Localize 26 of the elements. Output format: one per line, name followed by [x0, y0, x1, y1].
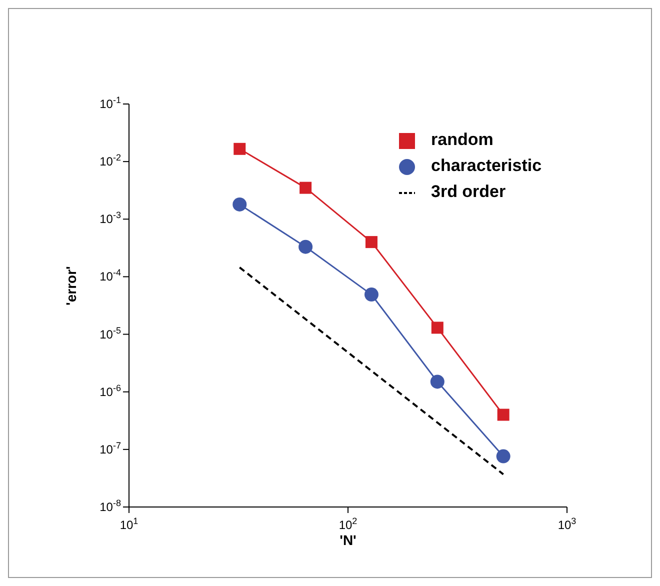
y-axis-title: 'error' [62, 266, 79, 306]
point [497, 408, 510, 421]
x-tick-label: 10$^{1}$ [120, 516, 138, 532]
y-tick-label: 10$^{-5}$ [100, 325, 121, 342]
point [430, 374, 444, 389]
legend-label: 3rd order [431, 182, 506, 201]
x-axis-title: 'N' [340, 532, 356, 548]
point [234, 142, 246, 155]
x-tick-label: 10$^{3}$ [558, 516, 576, 532]
point [232, 197, 247, 212]
point [431, 322, 444, 334]
y-tick-label: 10$^{-1}$ [100, 95, 121, 111]
point [365, 236, 378, 248]
point [496, 449, 510, 464]
y-tick-label: 10$^{-8}$ [100, 498, 121, 514]
point [298, 240, 313, 254]
x-tick-label: 10$^{2}$ [338, 516, 358, 532]
y-tick-label: 10$^{-6}$ [100, 382, 121, 399]
legend-label: characteristic [431, 156, 542, 175]
point [300, 182, 312, 194]
y-tick-label: 10$^{-2}$ [100, 152, 121, 169]
legend-label: random [431, 130, 494, 149]
y-tick-label: 10$^{-7}$ [100, 440, 121, 456]
y-tick-label: 10$^{-4}$ [100, 268, 121, 284]
point [364, 288, 378, 302]
y-tick-label: 10$^{-3}$ [100, 210, 121, 226]
